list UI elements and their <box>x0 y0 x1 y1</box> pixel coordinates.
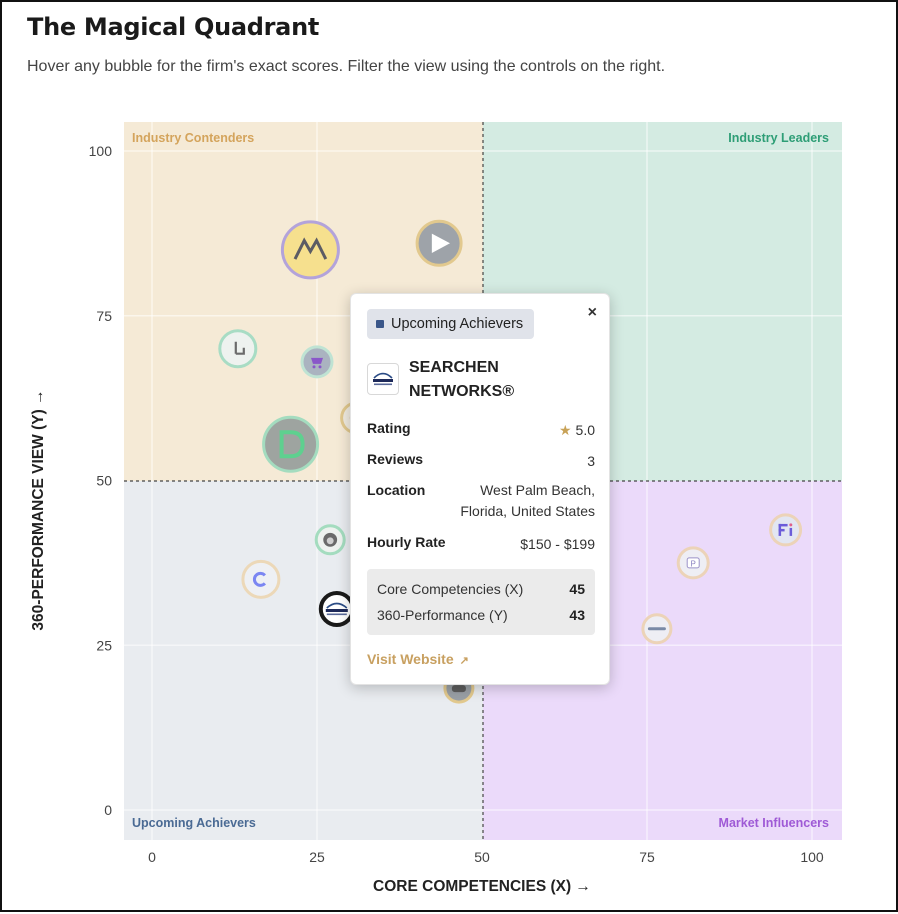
score-row-x: Core Competencies (X) 45 <box>377 581 585 597</box>
searchen-logo-icon <box>325 602 348 616</box>
bar-logo-icon <box>647 627 666 631</box>
searchen-logo-icon <box>373 372 393 386</box>
rating-value-wrap: ★ 5.0 <box>559 420 595 441</box>
rating-label: Rating <box>367 420 411 436</box>
firm-bubble[interactable] <box>300 345 334 379</box>
pointer-logo-icon <box>234 341 245 355</box>
cart-logo-icon <box>311 357 323 369</box>
y-tick-label: 100 <box>89 143 113 159</box>
page-subtitle: Hover any bubble for the firm's exact sc… <box>27 58 666 75</box>
visit-website-label: Visit Website <box>367 651 454 667</box>
firm-bubble[interactable] <box>314 524 346 556</box>
quadrant-label-influencers: Market Influencers <box>718 816 829 830</box>
firm-bubble[interactable] <box>218 329 258 369</box>
rating-value: 5.0 <box>575 422 595 438</box>
reviews-label: Reviews <box>367 451 424 467</box>
quadrant-label-achievers: Upcoming Achievers <box>132 816 256 830</box>
score-label-x: Core Competencies (X) <box>377 581 524 597</box>
hourly-rate-label: Hourly Rate <box>367 534 446 550</box>
x-tick-label: 25 <box>309 849 325 865</box>
close-button[interactable]: × <box>587 304 597 321</box>
badge-square-icon <box>376 320 384 328</box>
star-icon: ★ <box>558 422 572 438</box>
firm-bubble[interactable] <box>318 591 355 628</box>
external-link-icon: ↗ <box>459 655 469 667</box>
firm-name: SEARCHEN NETWORKS® <box>409 359 515 400</box>
y-axis-label: 360-PERFORMANCE VIEW (Y) → <box>30 389 47 631</box>
quadrant-badge: Upcoming Achievers <box>367 309 535 339</box>
firm-bubble[interactable] <box>241 559 281 599</box>
visit-website-link[interactable]: Visit Website ↗ <box>367 651 469 667</box>
score-value-y: 43 <box>569 607 585 623</box>
fi-logo-icon <box>778 523 793 536</box>
score-row-y: 360-Performance (Y) 43 <box>377 607 585 623</box>
c-logo-icon <box>253 571 267 587</box>
x-axis-label: CORE COMPETENCIES (X) → <box>373 878 591 895</box>
d-logo-icon <box>279 430 305 459</box>
lion-logo-icon <box>323 532 338 547</box>
play-logo-icon <box>431 233 450 253</box>
reviews-value: 3 <box>587 453 595 469</box>
y-tick-label: 0 <box>104 802 112 818</box>
score-label-y: 360-Performance (Y) <box>377 607 508 623</box>
firm-bubble[interactable] <box>641 613 673 645</box>
hourly-rate-value: $150 - $199 <box>520 536 595 552</box>
firm-logo <box>367 363 399 395</box>
x-tick-label: 50 <box>474 849 490 865</box>
firm-bubble[interactable] <box>769 513 803 547</box>
firm-bubble[interactable] <box>415 219 463 267</box>
scores-box: Core Competencies (X) 45 360-Performance… <box>367 569 595 635</box>
quadrant-label-contenders: Industry Contenders <box>132 131 255 145</box>
y-tick-label: 75 <box>96 308 112 324</box>
score-value-x: 45 <box>569 581 585 597</box>
location-value: West Palm Beach, Florida, United States <box>460 482 595 519</box>
y-tick-label: 50 <box>96 473 112 489</box>
badge-label: Upcoming Achievers <box>391 316 524 332</box>
firm-bubble[interactable]: P <box>676 546 710 580</box>
x-tick-label: 100 <box>800 849 824 865</box>
chevron-logo-icon <box>293 237 328 260</box>
x-tick-label: 0 <box>148 849 156 865</box>
page-title: The Magical Quadrant <box>27 13 320 41</box>
gamepad-logo-icon <box>451 685 466 693</box>
y-tick-label: 25 <box>96 637 112 653</box>
svg-text:P: P <box>691 559 696 568</box>
x-tick-label: 75 <box>639 849 655 865</box>
firm-bubble[interactable] <box>262 415 320 473</box>
location-label: Location <box>367 482 426 498</box>
quadrant-label-leaders: Industry Leaders <box>728 131 829 145</box>
firm-tooltip: Upcoming Achievers × SEARCHEN NETWORKS® … <box>350 293 610 685</box>
firm-bubble[interactable] <box>280 220 340 280</box>
p-logo-icon: P <box>686 557 700 569</box>
